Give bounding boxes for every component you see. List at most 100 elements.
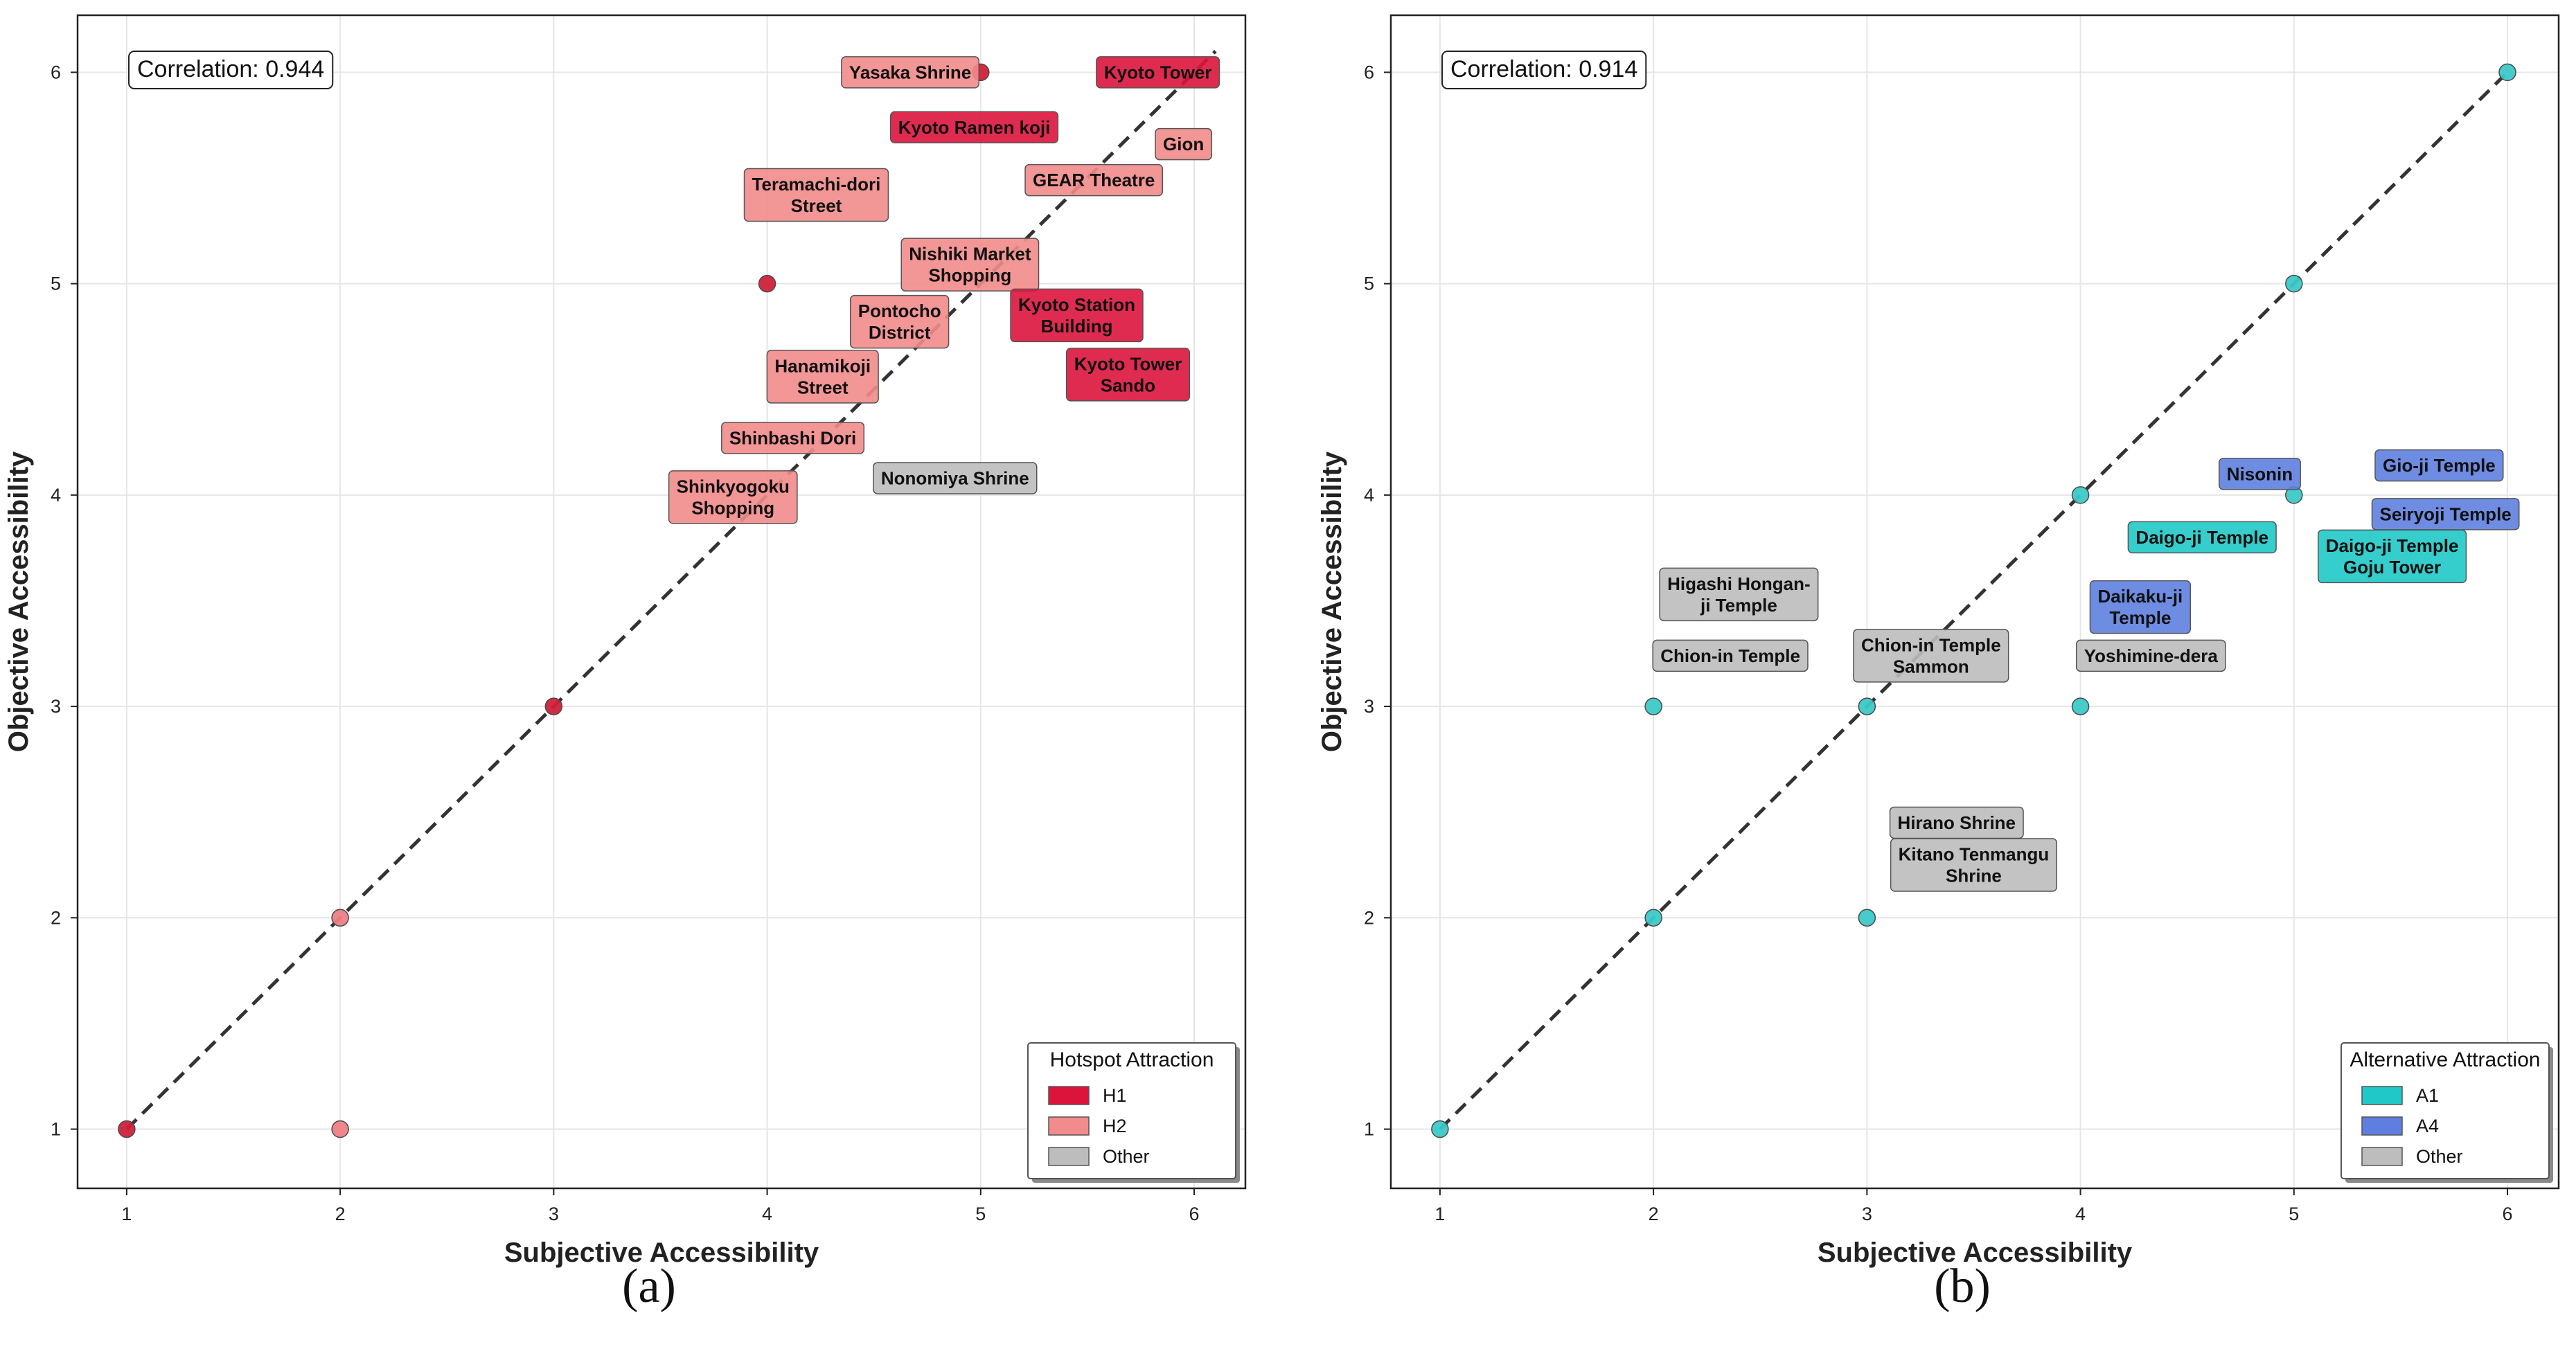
- annotation-label: Temple: [2109, 607, 2171, 628]
- annotation-box: [1096, 56, 1220, 89]
- annotation-label: Nonomiya Shrine: [881, 467, 1029, 488]
- panel-label: (a): [622, 1260, 676, 1313]
- legend-swatch: [2361, 1116, 2403, 1136]
- point-annotation: Nisonin: [2219, 458, 2301, 490]
- annotation-label: Goju Tower: [2343, 557, 2441, 578]
- data-point: [2285, 274, 2303, 293]
- legend-frame: [2340, 1042, 2550, 1179]
- legend: Alternative Attraction A1 A4 Other: [2340, 1042, 2553, 1183]
- x-tick-label: 2: [1649, 1204, 1659, 1224]
- correlation-box: Correlation: 0.914: [1441, 51, 1647, 89]
- data-point: [331, 1120, 349, 1138]
- point-annotation: Yasaka Shrine: [841, 56, 980, 89]
- data-point: [2498, 63, 2516, 82]
- legend-entry-label: Other: [1103, 1146, 1150, 1167]
- x-tick-label: 6: [1189, 1204, 1200, 1224]
- annotation-box: [2127, 521, 2277, 554]
- legend: Hotspot Attraction H1 H2 Other: [1027, 1042, 1240, 1183]
- annotation-label: Building: [1041, 316, 1113, 337]
- chart-panel-b: Nisonin Gio-ji Temple Seiryoji Temple Daigo…: [1317, 14, 2560, 1313]
- annotation-label: Higashi Hongan-: [1667, 573, 1811, 594]
- point-annotation: Kyoto Ramen koji: [890, 111, 1059, 144]
- legend-entry-label: A4: [2416, 1116, 2439, 1136]
- annotation-box: [841, 56, 980, 89]
- legend-entry-label: H1: [1103, 1085, 1127, 1106]
- point-annotation: Nonomiya Shrine: [873, 462, 1038, 494]
- annotation-box: [743, 168, 889, 222]
- annotation-label: ji Temple: [1700, 595, 1777, 616]
- y-tick-label: 2: [1364, 907, 1374, 928]
- y-tick-label: 3: [1364, 696, 1374, 717]
- data-point: [118, 1120, 136, 1138]
- point-annotation: Chion-in Temple: [1652, 639, 1809, 672]
- annotation-label: Hanamikoji: [774, 355, 871, 376]
- legend-frame: [1027, 1042, 1236, 1179]
- annotation-label: Shopping: [691, 497, 774, 518]
- data-point: [1431, 1120, 1449, 1138]
- x-tick-label: 2: [335, 1204, 346, 1224]
- annotation-box: [2075, 639, 2226, 672]
- legend-entry-label: H2: [1103, 1116, 1127, 1136]
- legend-entry-label: A1: [2416, 1085, 2439, 1106]
- annotation-label: Pontocho: [858, 301, 941, 321]
- annotation-label: GEAR Theatre: [1033, 170, 1155, 190]
- diagonal-reference-line: [125, 50, 1217, 1131]
- annotation-label: Shrine: [1946, 866, 2002, 886]
- panel-label: (b): [1934, 1260, 1991, 1313]
- annotation-box: [900, 238, 1040, 292]
- plot-frame: [76, 14, 1247, 1190]
- legend-swatch: [1048, 1147, 1090, 1166]
- x-tick-label: 5: [2289, 1204, 2299, 1224]
- annotation-label: Kitano Tenmangu: [1899, 844, 2050, 865]
- point-annotation: Gio-ji Temple: [2374, 449, 2504, 482]
- plot-frame: [1389, 14, 2560, 1190]
- y-axis-title: Objective Accessibility: [1317, 451, 1347, 752]
- annotation-label: Kyoto Tower: [1104, 62, 1212, 82]
- annotation-box: [849, 294, 950, 349]
- annotation-box: [873, 462, 1038, 494]
- x-tick-label: 4: [762, 1204, 772, 1224]
- point-annotation: Gion: [1155, 127, 1212, 161]
- y-tick-label: 1: [51, 1119, 61, 1140]
- annotation-box: [2318, 529, 2467, 584]
- annotation-label: Street: [791, 195, 842, 216]
- point-annotation: Hirano Shrine: [1889, 806, 2024, 839]
- annotation-label: Street: [797, 377, 849, 397]
- legend-swatch: [2361, 1086, 2403, 1105]
- y-tick-label: 6: [1364, 62, 1374, 82]
- annotation-label: Chion-in Temple: [1861, 634, 2001, 655]
- annotation-label: Kyoto Ramen koji: [898, 117, 1051, 138]
- annotation-box: [1890, 838, 2058, 892]
- annotation-box: [2374, 449, 2504, 482]
- y-tick-label: 3: [51, 696, 61, 717]
- annotation-box: [2219, 458, 2301, 490]
- correlation-box-frame: [128, 51, 334, 89]
- annotation-label: Chion-in Temple: [1660, 645, 1800, 666]
- data-point: [1644, 697, 1662, 715]
- annotation-box: [890, 111, 1059, 144]
- data-point: [1858, 909, 1876, 927]
- annotation-box: [668, 470, 798, 524]
- annotation-box: [766, 350, 879, 404]
- annotation-box: [721, 422, 865, 454]
- annotation-label: Shopping: [928, 265, 1011, 286]
- correlation-label: Correlation: 0.914: [1450, 56, 1637, 82]
- point-annotation: Higashi Hongan-ji Temple: [1659, 567, 1819, 622]
- y-tick-label: 5: [1364, 274, 1374, 294]
- annotation-label: Daigo-ji Temple: [2326, 535, 2459, 556]
- data-point: [2071, 486, 2090, 504]
- y-axis-title: Objective Accessibility: [3, 451, 34, 752]
- annotation-label: Kyoto Tower: [1074, 353, 1182, 374]
- point-annotation: Yoshimine-dera: [2075, 639, 2226, 672]
- data-point: [1858, 697, 1876, 715]
